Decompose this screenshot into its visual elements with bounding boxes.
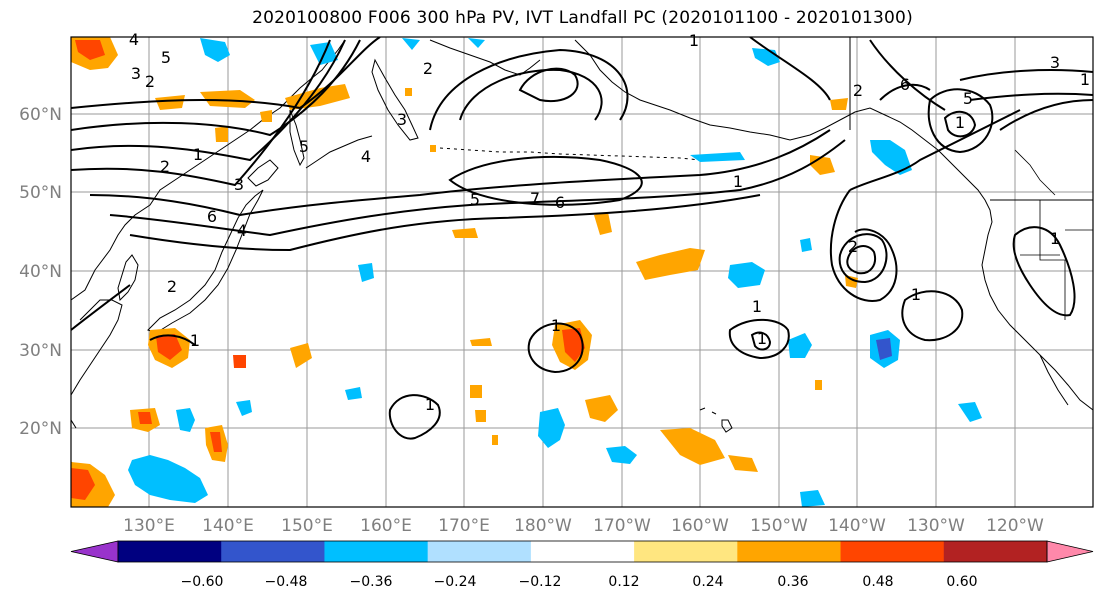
map-frame (70, 36, 1094, 508)
contour-label: 2 (145, 72, 155, 91)
map-area (71, 37, 1093, 507)
contour-label: 2 (167, 277, 177, 296)
colorbar-segment (427, 541, 532, 562)
colorbar-tick-label: 0.60 (946, 574, 977, 590)
lon-label: 140°E (202, 516, 254, 536)
gridlines (71, 37, 1093, 507)
lon-label: 170°W (593, 516, 651, 536)
contour-label: 1 (551, 316, 561, 335)
lon-label: 120°W (986, 516, 1044, 536)
contour-label: 1 (425, 395, 435, 414)
longitude-labels: 130°E 140°E 150°E 160°E 170°E 180°W 170°… (123, 516, 1044, 536)
lat-label: 30°N (19, 341, 62, 361)
contour-label: 2 (423, 59, 433, 78)
colorbar-segment (634, 541, 738, 562)
contour-label: 4 (237, 221, 247, 240)
contour-label: 1 (911, 285, 921, 304)
contour-label: 7 (530, 189, 540, 208)
lat-label: 50°N (19, 183, 62, 203)
colorbar-tick-label: 0.48 (862, 574, 893, 590)
colorbar-segment (118, 541, 222, 562)
contour-label: 5 (299, 137, 309, 156)
colorbar-tick-label: 0.24 (692, 574, 723, 590)
colorbar-tick-label: −0.60 (181, 574, 224, 590)
contour-label: 5 (963, 89, 973, 108)
colorbar-tick-label: 0.36 (777, 574, 808, 590)
lat-label: 60°N (19, 105, 62, 125)
colorbar-tick-label: −0.48 (265, 574, 308, 590)
colorbar-segment (530, 541, 635, 562)
colorbar-segment (840, 541, 945, 562)
map-title: 2020100800 F006 300 hPa PV, IVT Landfall… (252, 8, 913, 28)
colorbar-segment (221, 541, 325, 562)
colorbar-tick-labels: −0.60 −0.48 −0.36 −0.24 −0.12 0.12 0.24 … (181, 574, 978, 590)
coastlines (71, 37, 1093, 503)
colorbar-tick-label: −0.24 (434, 574, 477, 590)
contour-label: 4 (129, 30, 139, 49)
contour-label: 2 (853, 81, 863, 100)
contour-label: 6 (207, 207, 217, 226)
lon-label: 160°W (671, 516, 729, 536)
colorbar-segment (737, 541, 842, 562)
contour-label: 1 (689, 31, 699, 50)
contour-label: 5 (161, 48, 171, 67)
lon-label: 150°W (750, 516, 808, 536)
contour-label: 1 (1050, 229, 1060, 248)
contour-label: 2 (160, 157, 170, 176)
contour-label: 4 (361, 147, 371, 166)
contour-label: 3 (131, 64, 141, 83)
colorbar-segment (324, 541, 429, 562)
colorbar-extension-low (70, 540, 119, 563)
contour-label: 1 (752, 297, 762, 316)
colorbar-tick-label: −0.12 (519, 574, 562, 590)
latitude-labels: 60°N 50°N 40°N 30°N 20°N (19, 105, 62, 439)
contour-label: 3 (234, 175, 244, 194)
contour-label: 1 (955, 113, 965, 132)
colorbar-segment (943, 541, 1048, 562)
contour-label: 2 (848, 237, 858, 256)
lon-label: 140°W (828, 516, 886, 536)
colorbar-outline (117, 540, 1048, 563)
pc-contours (71, 37, 1093, 440)
colorbar-tick-label: 0.12 (608, 574, 639, 590)
lon-label: 130°E (123, 516, 175, 536)
colorbar (70, 540, 1094, 563)
colorbar-tick-label: −0.36 (350, 574, 393, 590)
lon-label: 130°W (907, 516, 965, 536)
contour-label: 6 (555, 193, 565, 212)
contour-label: 1 (190, 331, 200, 350)
contour-label: 1 (1080, 70, 1090, 89)
lon-label: 150°E (281, 516, 333, 536)
contour-label: 1 (733, 172, 743, 191)
lat-label: 20°N (19, 419, 62, 439)
pv-negative-anomalies (128, 38, 982, 507)
colorbar-extension-high (1046, 540, 1094, 563)
lon-label: 160°E (360, 516, 412, 536)
contour-label: 1 (193, 145, 203, 164)
lat-label: 40°N (19, 262, 62, 282)
contour-label: 5 (470, 190, 480, 209)
lon-label: 170°E (438, 516, 490, 536)
contour-label: 3 (1050, 53, 1060, 72)
contour-label: 1 (757, 329, 767, 348)
lon-label: 180°W (514, 516, 572, 536)
contour-label: 6 (900, 75, 910, 94)
contour-label: 3 (397, 110, 407, 129)
